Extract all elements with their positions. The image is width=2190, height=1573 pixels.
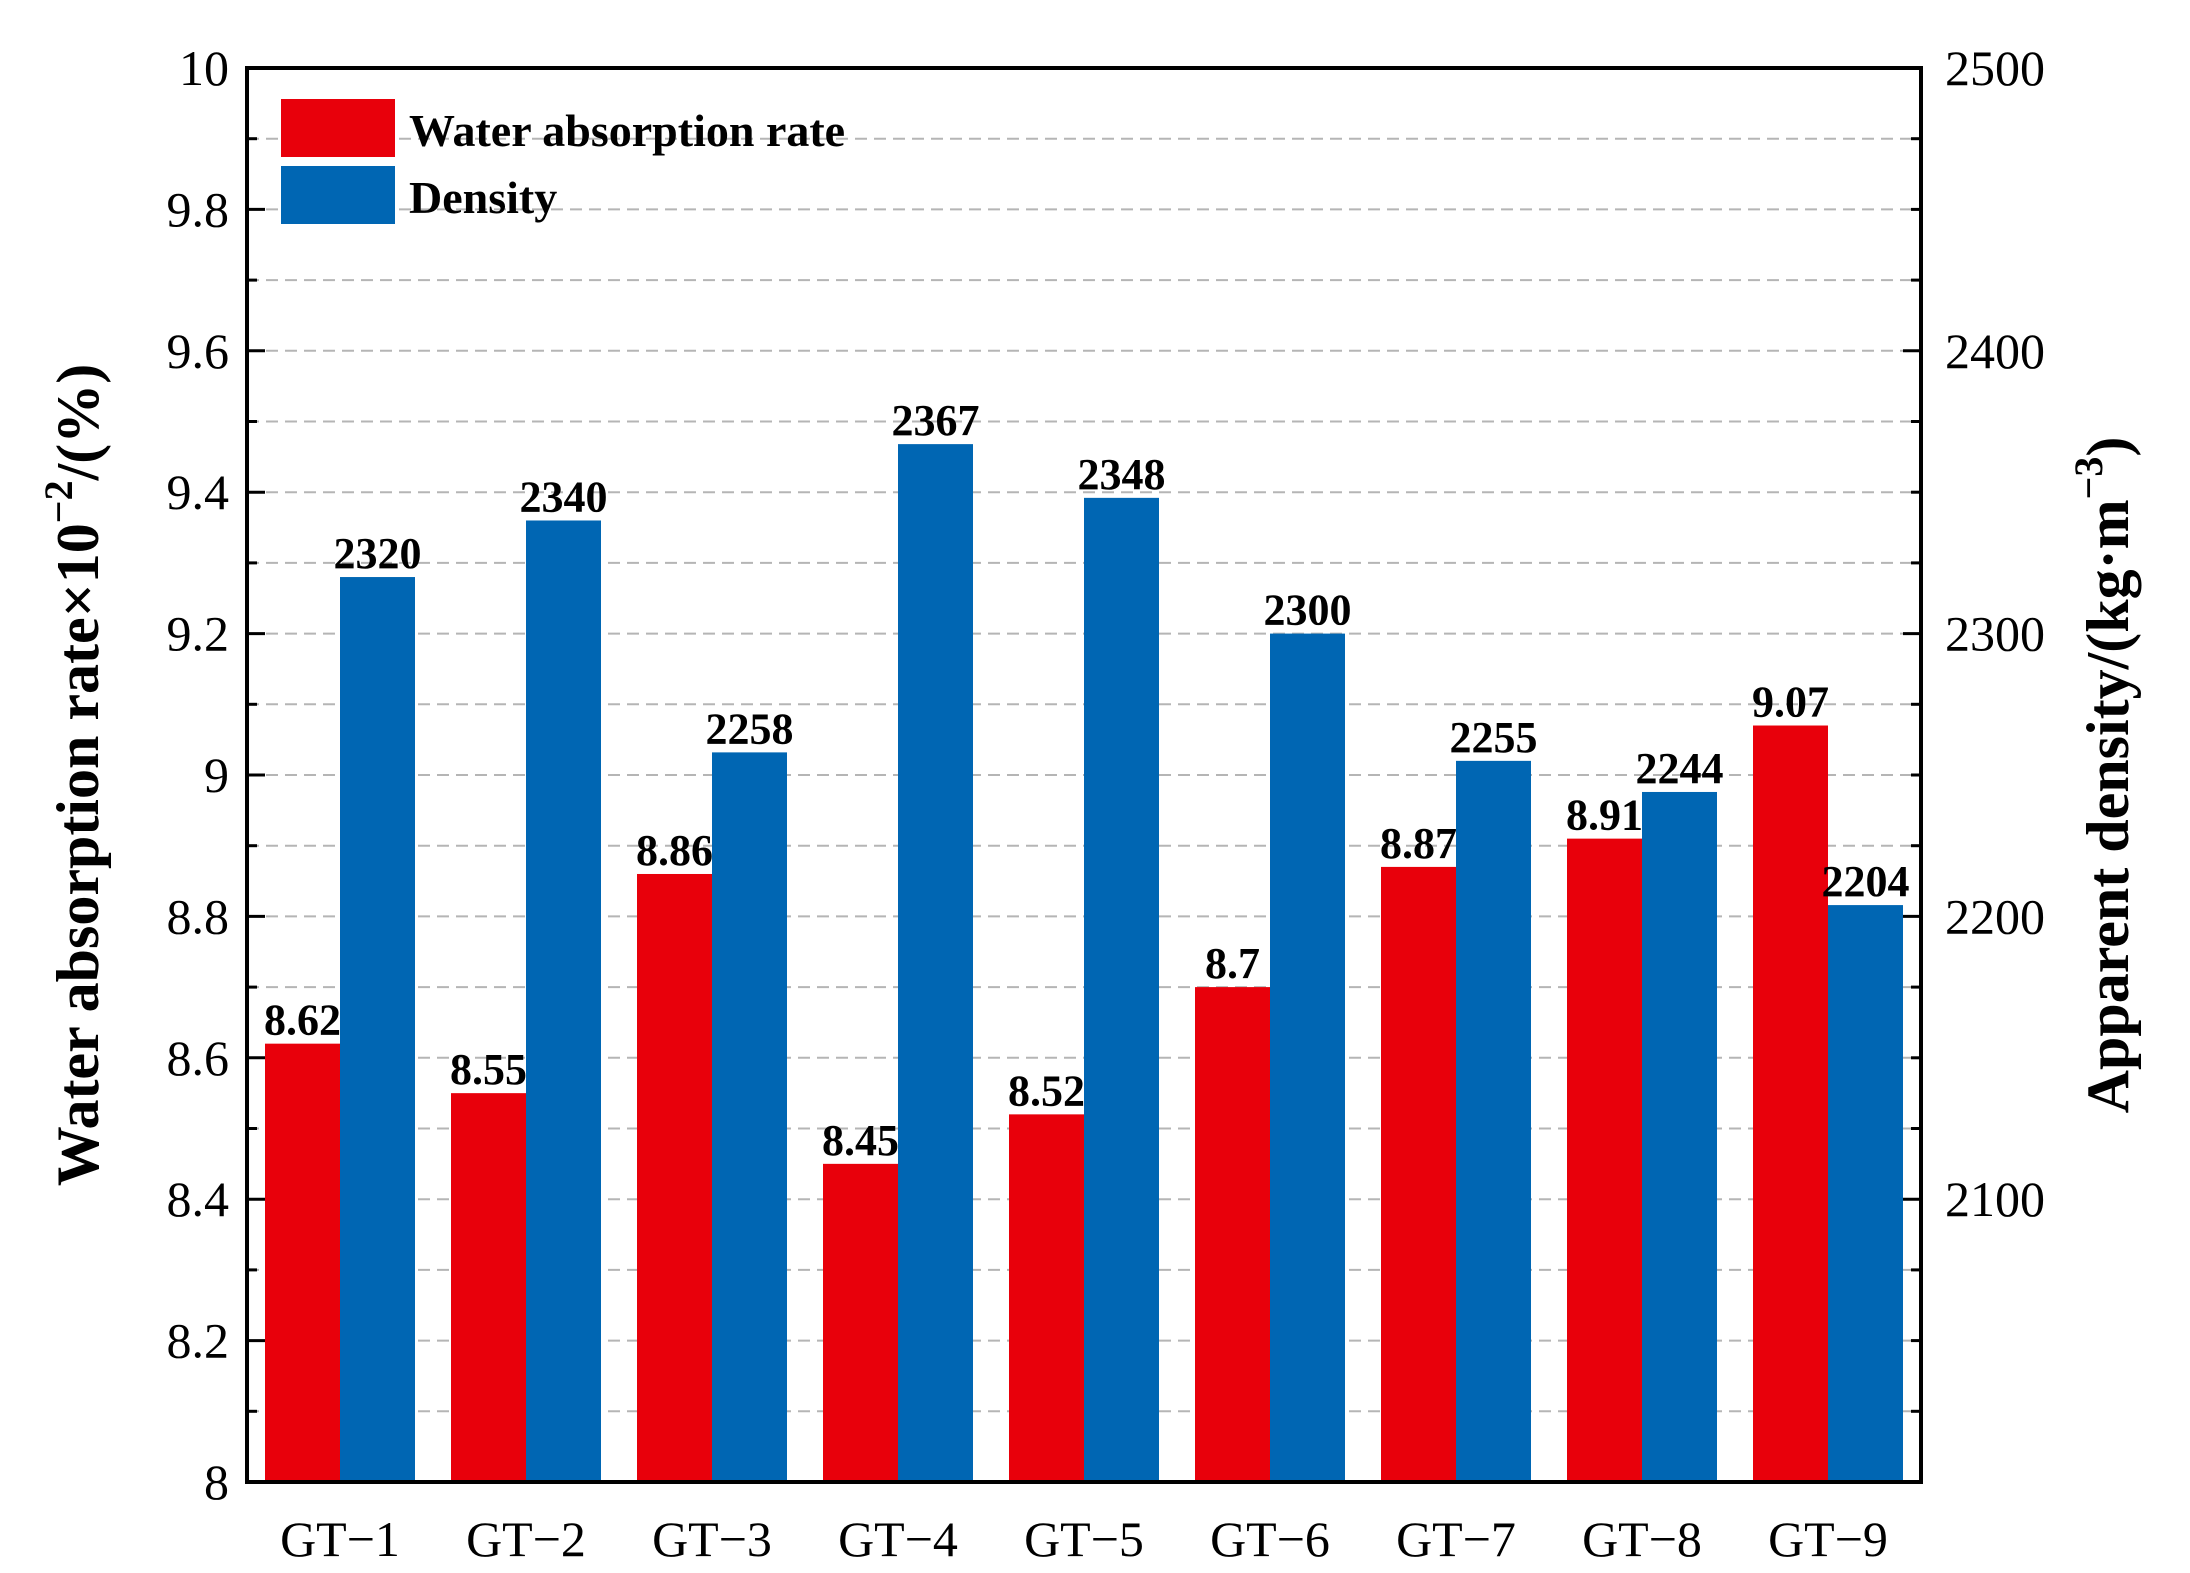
category-label: GT−3	[652, 1511, 772, 1567]
bar-water-absorption	[1753, 725, 1828, 1482]
bar-density	[1642, 791, 1717, 1482]
legend-swatch-water-absorption	[281, 99, 395, 157]
right-axis-title-main: Apparent density/(kg·m	[2075, 499, 2141, 1113]
bar-water-absorption	[451, 1093, 526, 1482]
legend-label-density: Density	[409, 172, 557, 223]
category-label: GT−7	[1396, 1511, 1516, 1567]
legend-label-water-absorption: Water absorption rate	[409, 105, 845, 156]
right-tick-label: 2100	[1945, 1171, 2045, 1227]
legend: Water absorption rate Density	[281, 99, 845, 224]
bar-density	[1828, 905, 1903, 1482]
category-label: GT−5	[1024, 1511, 1144, 1567]
bar-density	[1270, 633, 1345, 1482]
left-axis-title: Water absorption rate×10−2/(%)	[36, 364, 111, 1186]
bar-density	[526, 520, 601, 1482]
left-tick-label: 8	[204, 1454, 229, 1510]
right-tick-label: 2200	[1945, 888, 2045, 944]
bar-water-absorption	[1381, 866, 1456, 1482]
data-label-water-absorption: 8.7	[1205, 939, 1260, 988]
bar-density	[1456, 760, 1531, 1482]
category-label: GT−4	[838, 1511, 958, 1567]
data-label-water-absorption: 8.52	[1008, 1066, 1085, 1115]
data-label-density: 2320	[334, 529, 422, 578]
data-label-density: 2367	[892, 396, 980, 445]
category-label: GT−8	[1582, 1511, 1702, 1567]
left-axis-title-main: Water absorption rate×10	[45, 523, 111, 1186]
data-label-density: 2340	[520, 472, 608, 521]
left-axis-title-sup: −2	[36, 480, 81, 523]
data-label-water-absorption: 8.91	[1566, 791, 1643, 840]
right-tick-label: 2500	[1945, 40, 2045, 96]
bar-water-absorption	[1009, 1114, 1084, 1482]
left-tick-label: 8.6	[167, 1030, 230, 1086]
data-label-water-absorption: 8.62	[264, 996, 341, 1045]
left-tick-label: 9.6	[167, 323, 230, 379]
data-label-density: 2204	[1822, 857, 1910, 906]
data-label-water-absorption: 8.87	[1380, 819, 1457, 868]
legend-swatch-density	[281, 166, 395, 224]
data-label-water-absorption: 9.07	[1752, 678, 1829, 727]
left-tick-label: 8.4	[167, 1171, 230, 1227]
left-tick-label: 9.8	[167, 181, 230, 237]
category-label: GT−1	[280, 1511, 400, 1567]
bar-water-absorption	[1195, 987, 1270, 1482]
left-tick-label: 9.4	[167, 464, 230, 520]
bar-density	[898, 444, 973, 1482]
data-label-density: 2258	[706, 704, 794, 753]
data-label-water-absorption: 8.86	[636, 826, 713, 875]
left-tick-label: 9	[204, 747, 229, 803]
bar-water-absorption	[637, 873, 712, 1482]
axis-ticks: 8 8.2 8.4 8.6 8.8 9 9.2 9.4 9.6 9.8 10 2100 2200 2300…	[167, 40, 2046, 1567]
data-label-water-absorption: 8.45	[822, 1116, 899, 1165]
left-tick-label: 10	[179, 40, 229, 96]
data-label-density: 2300	[1264, 586, 1352, 635]
category-label: GT−9	[1768, 1511, 1888, 1567]
bars	[265, 444, 1903, 1483]
right-axis-title: Apparent density/(kg·m−3)	[2066, 437, 2141, 1114]
data-label-density: 2255	[1450, 713, 1538, 762]
left-axis-title-tail: /(%)	[45, 364, 111, 482]
bar-density	[712, 752, 787, 1482]
category-label: GT−6	[1210, 1511, 1330, 1567]
bar-water-absorption	[265, 1043, 340, 1482]
left-tick-label: 8.8	[167, 888, 230, 944]
data-label-density: 2244	[1636, 744, 1724, 793]
bar-water-absorption	[1567, 838, 1642, 1482]
right-tick-label: 2300	[1945, 606, 2045, 662]
bar-density	[340, 577, 415, 1482]
data-label-water-absorption: 8.55	[450, 1045, 527, 1094]
right-axis-title-sup: −3	[2066, 457, 2111, 500]
category-label: GT−2	[466, 1511, 586, 1567]
left-tick-label: 8.2	[167, 1313, 230, 1369]
bar-water-absorption	[823, 1163, 898, 1482]
left-tick-label: 9.2	[167, 606, 230, 662]
data-label-density: 2348	[1078, 450, 1166, 499]
right-tick-label: 2400	[1945, 323, 2045, 379]
bar-density	[1084, 497, 1159, 1483]
data-labels: 8.62 2320 8.55 2340 8.86 2258 8.45 2367 8.52 2348…	[264, 396, 1910, 1165]
right-axis-title-tail: )	[2075, 437, 2141, 457]
